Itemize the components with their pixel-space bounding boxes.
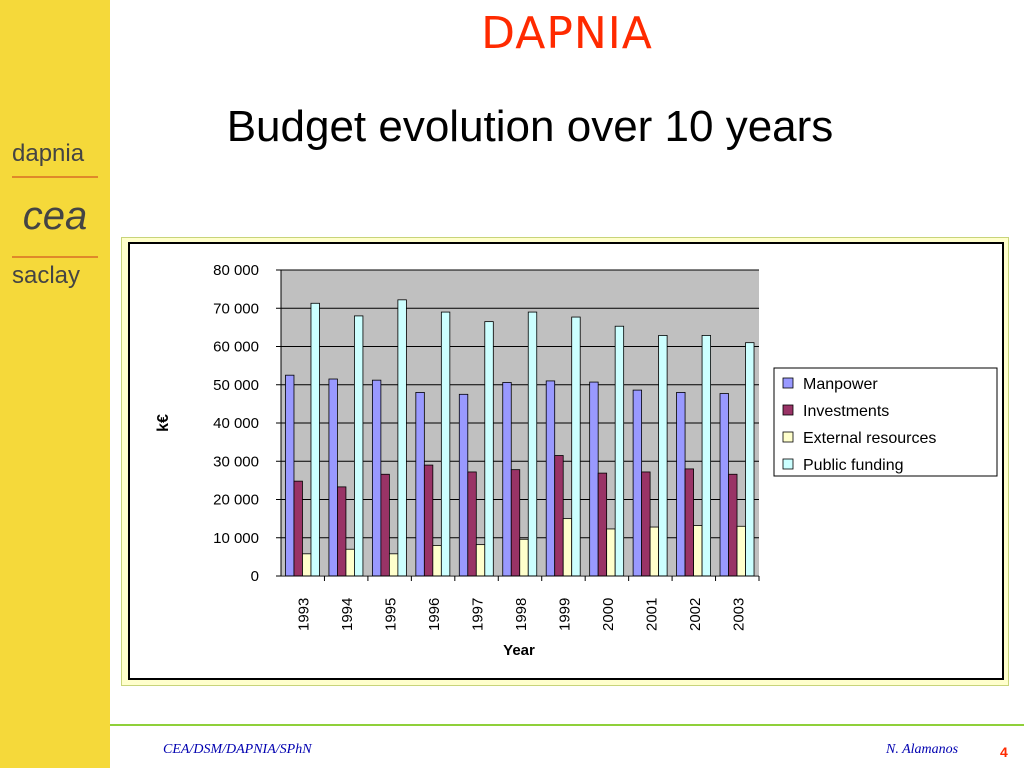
x-tick-label: 1997 — [470, 598, 487, 631]
bar — [380, 473, 390, 577]
bar — [684, 468, 694, 577]
x-axis-label: Year — [503, 642, 535, 659]
cea-logo-text: cea — [23, 196, 88, 238]
bar — [397, 299, 407, 577]
x-tick-label: 1994 — [339, 598, 356, 631]
bars — [285, 299, 755, 577]
y-tick-label: 50 000 — [213, 377, 259, 394]
bar — [649, 526, 660, 577]
y-tick-label: 40 000 — [213, 415, 259, 432]
bar — [475, 544, 486, 577]
x-tick-label: 1995 — [383, 598, 400, 631]
bar — [597, 472, 608, 577]
x-tick-label: 1993 — [296, 598, 313, 631]
page-number: 4 — [1000, 744, 1008, 760]
logo-divider-top — [12, 176, 98, 178]
bar — [606, 528, 616, 577]
bar — [510, 469, 521, 577]
bar — [354, 315, 364, 577]
x-tick-label: 1999 — [556, 598, 573, 631]
x-ticks: 1993 1994 1995 1996 1997 1998 1999 2000 2001 2002… — [296, 576, 760, 631]
bar — [527, 311, 538, 577]
y-tick-label: 70 000 — [213, 300, 259, 317]
dapnia-logo-text: dapnia — [12, 140, 85, 167]
bar — [519, 538, 529, 577]
header-title: DAPNIA — [481, 8, 653, 59]
bar — [545, 380, 556, 577]
bar — [728, 473, 738, 577]
x-tick-label: 2001 — [643, 598, 660, 631]
bar — [693, 525, 703, 577]
bar — [614, 325, 625, 577]
bar — [302, 553, 312, 577]
bar — [554, 455, 564, 577]
legend-label: Public funding — [803, 457, 904, 474]
y-tick-label: 20 000 — [213, 492, 259, 509]
bar — [328, 378, 338, 577]
bar — [701, 335, 711, 577]
y-axis-label: k€ — [155, 414, 172, 432]
bar — [440, 311, 451, 577]
footer-left-text: CEA/DSM/DAPNIA/SPhN — [163, 742, 312, 757]
bar — [432, 545, 442, 577]
bar — [293, 480, 303, 577]
bar — [371, 379, 382, 577]
legend-swatch — [782, 377, 794, 389]
y-tick-label: 0 — [251, 568, 259, 585]
legend: Manpower Investments External resources Pub… — [773, 367, 998, 477]
legend-box — [773, 367, 998, 477]
sidebar: dapnia cea saclay — [0, 0, 110, 768]
footer-divider — [110, 724, 1024, 726]
bar — [562, 518, 573, 577]
legend-swatch — [782, 404, 794, 416]
bar — [502, 382, 512, 577]
bar — [719, 393, 729, 577]
bar — [571, 316, 581, 577]
bar — [345, 548, 355, 577]
bar — [589, 381, 599, 577]
bar — [458, 393, 469, 577]
footer-author: N. Alamanos — [886, 742, 959, 757]
bar — [388, 553, 399, 577]
y-tick-label: 80 000 — [213, 262, 259, 279]
bar — [676, 391, 686, 577]
legend-label: Manpower — [803, 376, 878, 393]
bar — [285, 374, 295, 577]
legend-swatch — [782, 431, 794, 443]
legend-label: External resources — [803, 430, 936, 447]
bar — [337, 486, 347, 577]
bar — [658, 335, 668, 577]
x-tick-label: 1998 — [513, 598, 530, 631]
saclay-logo-text: saclay — [12, 262, 81, 289]
y-tick-label: 30 000 — [213, 453, 259, 470]
logo-divider-bottom — [12, 256, 98, 258]
bar — [467, 471, 477, 577]
cea-logo-icon: cea — [23, 196, 88, 238]
bar — [415, 391, 425, 577]
x-tick-label: 1996 — [426, 598, 443, 631]
bar — [745, 342, 755, 577]
bar — [736, 525, 746, 577]
bar — [484, 321, 494, 577]
bar — [641, 471, 651, 577]
bar — [632, 389, 643, 577]
y-tick-label: 60 000 — [213, 339, 259, 356]
bar — [423, 464, 434, 577]
y-ticks: 0 10 000 20 000 30 000 40 000 50 000 60 000 70 … — [213, 262, 281, 585]
slide-title: Budget evolution over 10 years — [226, 102, 834, 151]
legend-label: Investments — [803, 403, 889, 420]
bar — [310, 302, 320, 577]
x-tick-label: 2000 — [600, 598, 617, 631]
y-tick-label: 10 000 — [213, 530, 259, 547]
x-tick-label: 2003 — [730, 598, 747, 631]
legend-swatch — [782, 458, 794, 470]
x-tick-label: 2002 — [687, 598, 704, 631]
